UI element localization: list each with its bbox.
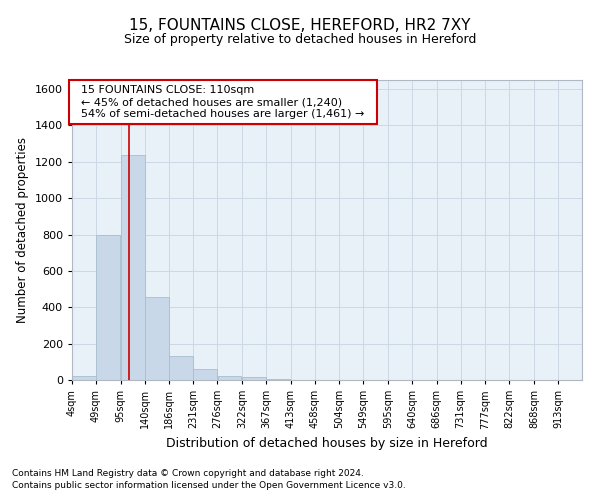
Bar: [218, 376, 241, 380]
Bar: [193, 368, 217, 380]
Bar: [72, 376, 96, 380]
Bar: [169, 356, 193, 380]
Text: Contains HM Land Registry data © Crown copyright and database right 2024.: Contains HM Land Registry data © Crown c…: [12, 468, 364, 477]
Bar: [266, 379, 290, 380]
Text: Size of property relative to detached houses in Hereford: Size of property relative to detached ho…: [124, 32, 476, 46]
X-axis label: Distribution of detached houses by size in Hereford: Distribution of detached houses by size …: [166, 437, 488, 450]
Text: 15 FOUNTAINS CLOSE: 110sqm
  ← 45% of detached houses are smaller (1,240)
  54% : 15 FOUNTAINS CLOSE: 110sqm ← 45% of deta…: [74, 86, 371, 118]
Bar: [145, 298, 169, 380]
Bar: [96, 234, 120, 380]
Bar: [121, 154, 145, 380]
Text: Contains public sector information licensed under the Open Government Licence v3: Contains public sector information licen…: [12, 481, 406, 490]
Bar: [242, 378, 266, 380]
Text: 15, FOUNTAINS CLOSE, HEREFORD, HR2 7XY: 15, FOUNTAINS CLOSE, HEREFORD, HR2 7XY: [129, 18, 471, 32]
Y-axis label: Number of detached properties: Number of detached properties: [16, 137, 29, 323]
